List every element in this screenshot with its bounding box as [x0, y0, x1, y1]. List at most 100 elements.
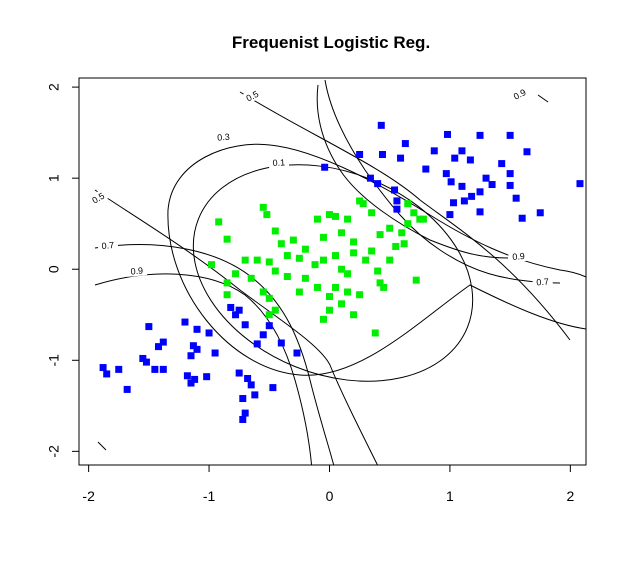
green-point-circle: [387, 257, 393, 263]
green-point-circle: [356, 292, 363, 298]
green-point-circle: [264, 211, 270, 218]
green-point-circle: [332, 284, 339, 291]
green-point: [271, 267, 279, 275]
blue-point-circle: [397, 155, 404, 161]
green-point: [344, 288, 352, 296]
green-point-circle: [266, 312, 272, 318]
blue-point-circle: [240, 416, 246, 423]
green-point-circle: [350, 239, 357, 245]
contour-label-layer: 0.10.30.50.50.70.90.90.90.7: [86, 84, 554, 288]
green-point-circle: [266, 295, 272, 302]
blue-point-circle: [194, 346, 200, 353]
blue-point: [241, 321, 249, 329]
blue-point-circle: [143, 359, 150, 365]
blue-point: [187, 352, 195, 360]
green-point: [325, 211, 333, 219]
blue-point: [397, 154, 405, 162]
blue-point-circle: [146, 323, 152, 330]
green-point: [416, 215, 424, 223]
green-point: [271, 227, 279, 235]
blue-point: [211, 349, 219, 357]
green-point: [356, 197, 364, 205]
green-point-circle: [405, 220, 411, 227]
blue-point-circle: [477, 132, 483, 139]
blue-point-circle: [124, 386, 130, 393]
blue-point-circle: [140, 355, 146, 362]
blue-point: [189, 342, 197, 350]
green-point-circle: [338, 266, 345, 272]
green-point-circle: [260, 204, 266, 211]
blue-point-circle: [524, 149, 530, 155]
green-point: [338, 300, 346, 308]
blue-point-circle: [489, 181, 495, 188]
green-point-circle: [272, 307, 278, 313]
green-point: [283, 273, 291, 281]
blue-point: [154, 343, 162, 351]
green-point-circle: [344, 289, 351, 295]
blue-point: [482, 174, 490, 182]
blue-point: [241, 409, 249, 417]
blue-point: [244, 374, 252, 382]
blue-point-circle: [459, 183, 465, 190]
blue-point: [442, 170, 450, 178]
green-point: [301, 274, 309, 282]
x-tick-label: -2: [82, 488, 95, 504]
blue-point-circle: [191, 376, 198, 383]
blue-point: [232, 311, 240, 319]
blue-point: [239, 395, 247, 403]
data-points: [99, 121, 584, 423]
green-point: [376, 279, 384, 287]
green-point-circle: [284, 252, 291, 259]
green-point: [392, 242, 400, 250]
blue-point-circle: [443, 170, 450, 177]
blue-point: [451, 154, 459, 162]
green-point: [277, 240, 285, 248]
green-point: [223, 235, 231, 243]
green-point-circle: [272, 228, 278, 234]
green-point-circle: [320, 234, 327, 241]
green-point-circle: [344, 271, 351, 277]
blue-point-circle: [100, 364, 106, 371]
blue-point-circle: [507, 132, 513, 139]
blue-point: [247, 381, 255, 389]
green-point: [386, 256, 394, 264]
green-point: [386, 224, 394, 232]
blue-point: [391, 186, 399, 194]
plot-frame: [78, 77, 587, 466]
green-point-circle: [302, 246, 309, 252]
blue-point: [265, 322, 273, 330]
blue-point: [446, 211, 454, 219]
contour-lines: [94, 79, 586, 465]
blue-point-circle: [236, 307, 242, 313]
green-point-circle: [401, 241, 407, 247]
contour-label-bg: [86, 188, 110, 208]
blue-point: [512, 194, 520, 202]
contour-0.1: [192, 164, 474, 382]
green-point-circle: [374, 268, 381, 274]
blue-point-circle: [394, 198, 400, 204]
green-point-circle: [362, 257, 369, 263]
contour-label-bg: [126, 264, 148, 277]
green-point-circle: [360, 200, 366, 207]
blue-point-circle: [244, 375, 251, 382]
green-point-circle: [393, 243, 399, 250]
green-point-circle: [248, 275, 254, 282]
blue-point-circle: [116, 366, 122, 373]
blue-point-circle: [212, 350, 218, 356]
green-point-circle: [405, 200, 411, 207]
green-point: [412, 276, 420, 284]
green-point-circle: [332, 252, 339, 259]
blue-point: [251, 391, 259, 399]
blue-point: [227, 303, 235, 311]
blue-point-circle: [254, 341, 260, 347]
blue-point-circle: [266, 322, 272, 329]
blue-point: [99, 364, 107, 372]
blue-point: [193, 325, 201, 333]
blue-point-circle: [452, 155, 458, 161]
y-tick-label: 1: [46, 174, 62, 182]
blue-point-circle: [374, 180, 381, 187]
green-point: [325, 306, 333, 314]
green-point-circle: [224, 292, 230, 298]
blue-point-circle: [188, 353, 194, 359]
